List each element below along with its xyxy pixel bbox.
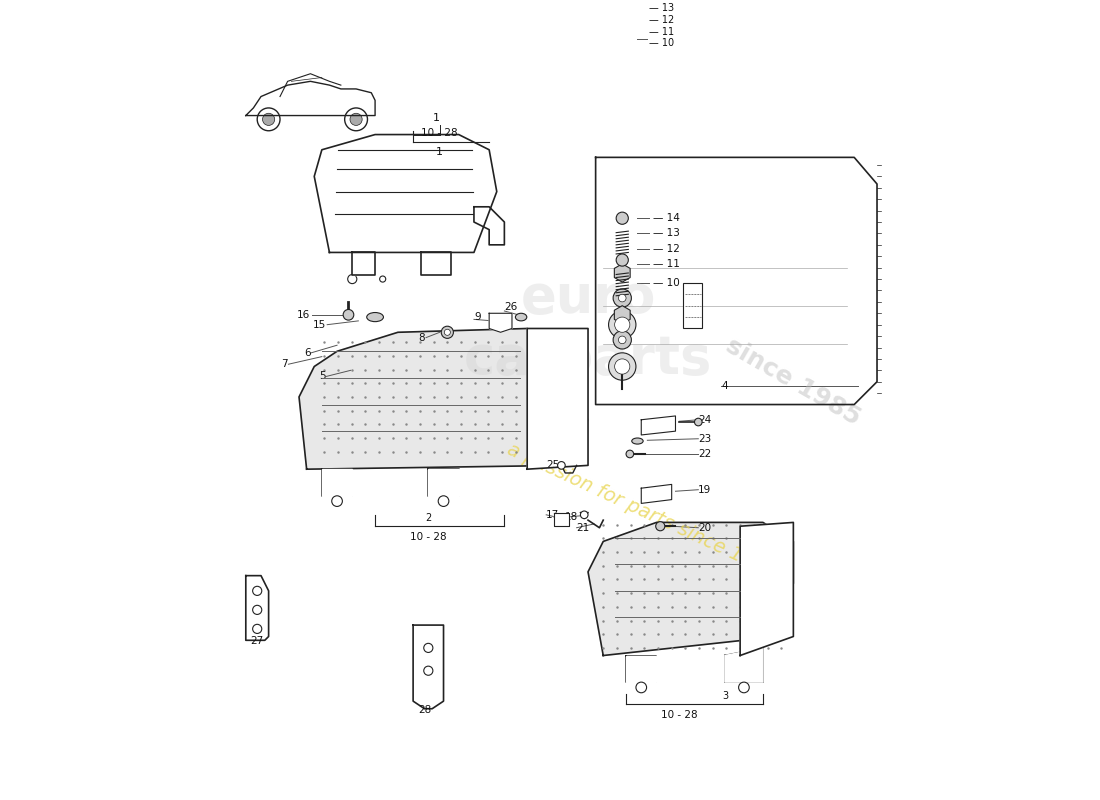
Polygon shape <box>641 484 672 503</box>
Text: 2: 2 <box>426 513 431 523</box>
Polygon shape <box>683 283 702 329</box>
Circle shape <box>618 294 626 302</box>
Circle shape <box>348 274 356 284</box>
Polygon shape <box>414 625 443 709</box>
Text: 10 - 28: 10 - 28 <box>661 710 697 720</box>
Polygon shape <box>725 648 763 682</box>
Circle shape <box>424 666 433 675</box>
Polygon shape <box>420 253 451 275</box>
Text: 18: 18 <box>565 512 579 522</box>
Circle shape <box>738 682 749 693</box>
Text: — 10: — 10 <box>652 278 680 288</box>
Circle shape <box>253 586 262 595</box>
Circle shape <box>608 311 636 338</box>
Text: 1: 1 <box>432 113 439 123</box>
Circle shape <box>438 496 449 506</box>
Circle shape <box>444 330 450 335</box>
Circle shape <box>615 317 630 332</box>
Circle shape <box>558 462 565 469</box>
Polygon shape <box>474 207 505 245</box>
Text: 28: 28 <box>418 705 431 715</box>
Text: — 11: — 11 <box>649 27 674 37</box>
Text: 17: 17 <box>547 510 560 520</box>
Text: — 13: — 13 <box>652 229 680 238</box>
Polygon shape <box>490 314 512 332</box>
Circle shape <box>615 359 630 374</box>
Circle shape <box>253 624 262 634</box>
Circle shape <box>253 606 262 614</box>
Polygon shape <box>299 329 588 469</box>
Text: 16: 16 <box>297 310 310 320</box>
Circle shape <box>616 254 628 266</box>
Circle shape <box>350 114 362 126</box>
Text: — 14: — 14 <box>652 214 680 223</box>
Text: 25: 25 <box>547 460 560 470</box>
Text: 10 - 28: 10 - 28 <box>410 532 447 542</box>
Polygon shape <box>428 469 459 496</box>
Circle shape <box>613 330 631 349</box>
Text: — 12: — 12 <box>649 14 674 25</box>
Text: 26: 26 <box>505 302 518 312</box>
Polygon shape <box>245 576 268 640</box>
Circle shape <box>613 289 631 307</box>
Circle shape <box>626 450 634 458</box>
Circle shape <box>694 418 702 426</box>
Text: 23: 23 <box>698 434 712 444</box>
Text: — 11: — 11 <box>652 259 680 269</box>
Circle shape <box>656 522 664 530</box>
Circle shape <box>343 310 354 320</box>
Circle shape <box>618 336 626 344</box>
Text: 1: 1 <box>437 147 443 158</box>
Text: 4: 4 <box>722 381 728 390</box>
Text: 5: 5 <box>319 371 326 382</box>
Circle shape <box>263 114 275 126</box>
Polygon shape <box>626 655 657 682</box>
Circle shape <box>616 212 628 224</box>
Polygon shape <box>740 522 793 655</box>
Circle shape <box>424 643 433 653</box>
Circle shape <box>581 511 589 518</box>
Text: 27: 27 <box>251 637 264 646</box>
Text: 24: 24 <box>698 414 712 425</box>
Text: — 12: — 12 <box>652 244 680 254</box>
Circle shape <box>257 108 280 130</box>
Polygon shape <box>352 253 375 275</box>
Circle shape <box>636 682 647 693</box>
Ellipse shape <box>516 314 527 321</box>
Text: 9: 9 <box>474 312 481 322</box>
Text: 20: 20 <box>698 522 712 533</box>
Text: — 14: — 14 <box>649 0 674 2</box>
Text: euro
carparts: euro carparts <box>464 272 712 385</box>
Text: — 10: — 10 <box>649 38 674 48</box>
Circle shape <box>441 326 453 338</box>
Text: a passion for parts since 1985: a passion for parts since 1985 <box>504 440 779 582</box>
Text: 19: 19 <box>698 485 712 494</box>
Text: 15: 15 <box>312 320 326 330</box>
Circle shape <box>332 496 342 506</box>
Polygon shape <box>641 416 675 435</box>
Text: 22: 22 <box>698 449 712 459</box>
Text: since 1985: since 1985 <box>722 334 865 430</box>
Text: 7: 7 <box>280 359 287 370</box>
Circle shape <box>379 276 386 282</box>
Text: 3: 3 <box>722 691 728 701</box>
Text: 6: 6 <box>304 348 310 358</box>
Text: — 13: — 13 <box>649 2 674 13</box>
Polygon shape <box>553 513 569 526</box>
Polygon shape <box>588 522 793 655</box>
Text: 21: 21 <box>576 522 590 533</box>
Polygon shape <box>595 158 877 405</box>
Text: 10 - 28: 10 - 28 <box>421 128 458 138</box>
Circle shape <box>608 353 636 380</box>
Circle shape <box>426 263 438 275</box>
Text: 8: 8 <box>418 333 425 342</box>
Circle shape <box>344 108 367 130</box>
Ellipse shape <box>366 313 384 322</box>
Ellipse shape <box>631 438 644 444</box>
Circle shape <box>358 263 370 275</box>
Polygon shape <box>322 469 352 496</box>
Polygon shape <box>315 134 497 253</box>
Polygon shape <box>527 329 588 469</box>
